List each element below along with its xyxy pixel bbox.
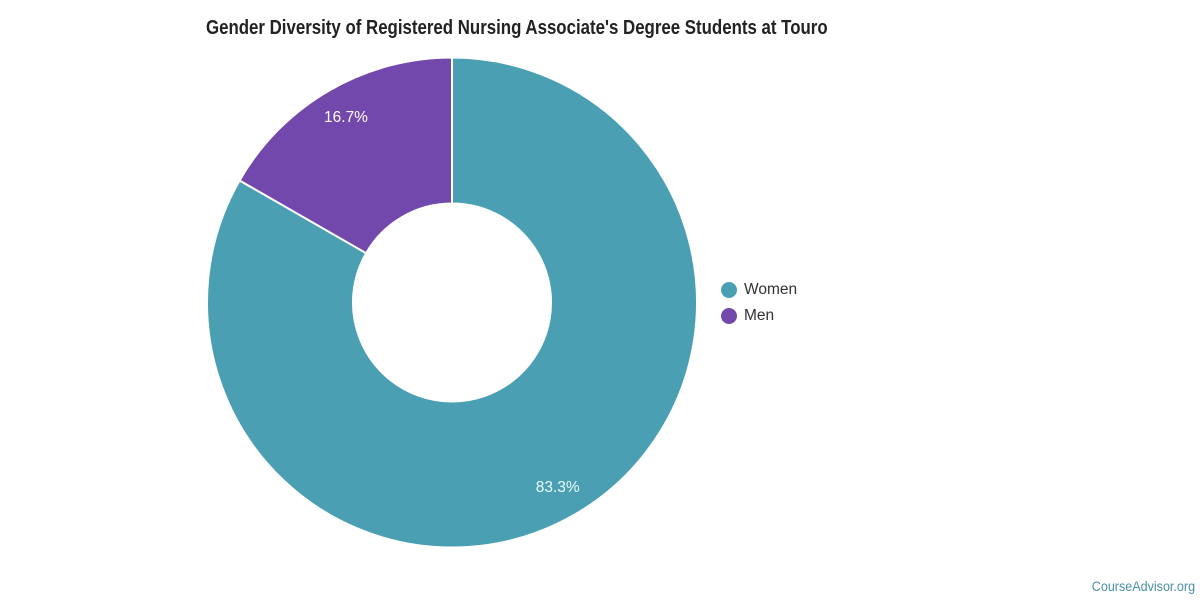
svg-text:16.7%: 16.7%	[324, 109, 368, 126]
svg-text:83.3%: 83.3%	[536, 479, 580, 496]
